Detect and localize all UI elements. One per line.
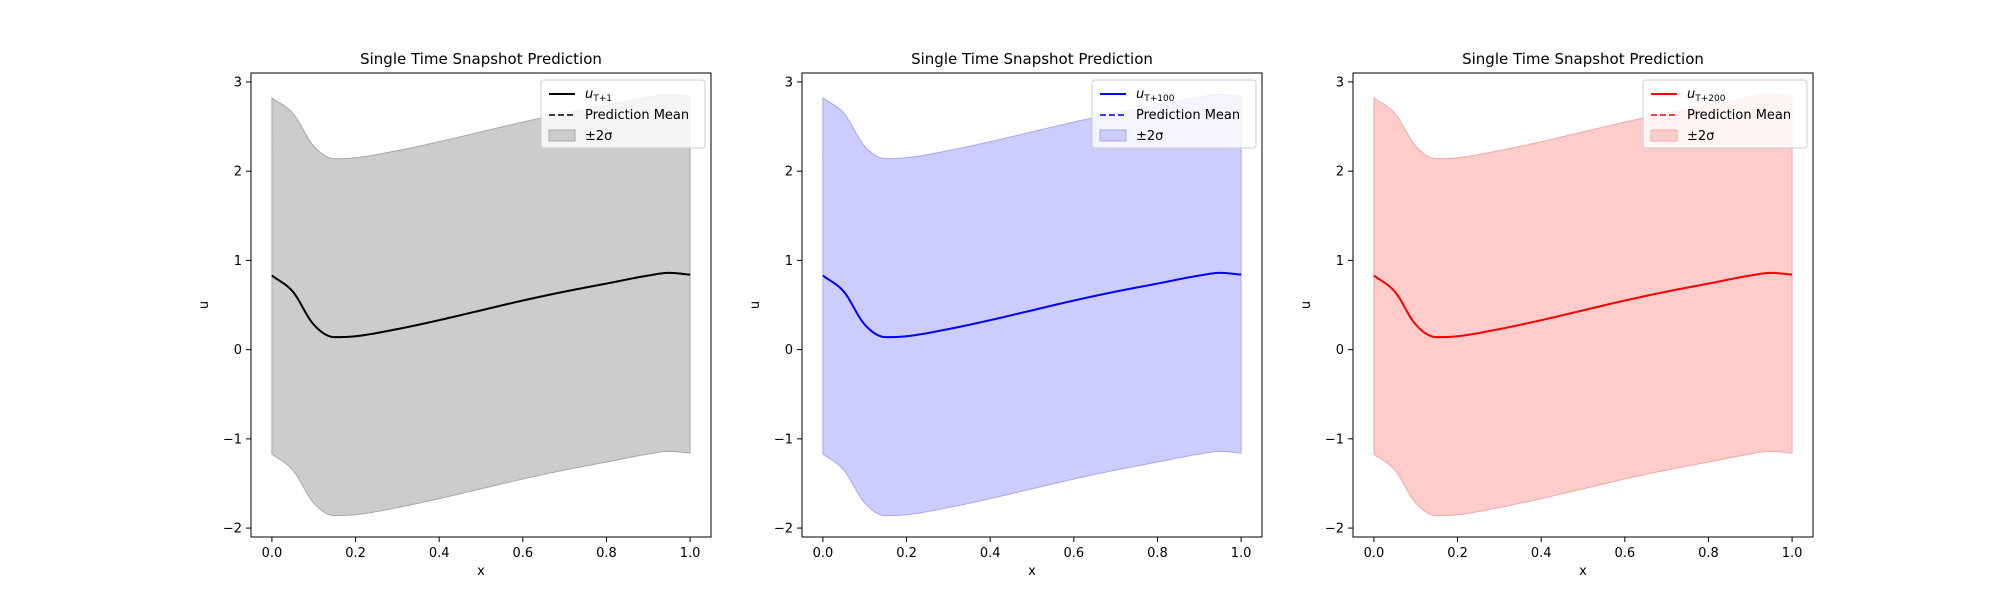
x-axis-label: x	[1579, 564, 1587, 579]
y-tick-label: 1	[234, 254, 242, 269]
x-tick-label: 0.0	[813, 546, 834, 561]
y-tick-label: 2	[1336, 165, 1344, 180]
legend-label-band: ±2σ	[585, 129, 612, 144]
legend-box	[1091, 79, 1257, 149]
y-tick-label: 0	[234, 343, 242, 358]
y-tick-label: 0	[1336, 343, 1344, 358]
legend: uT+100 Prediction Mean ±2σ	[1091, 79, 1257, 149]
uncertainty-band	[271, 93, 691, 517]
y-axis-label: u	[1299, 301, 1314, 309]
legend-label-true: uT+100	[1136, 87, 1175, 104]
x-tick-label: 0.2	[1447, 546, 1468, 561]
y-tick-label: −1	[1325, 432, 1344, 447]
x-tick-label: 0.6	[1063, 546, 1084, 561]
x-tick-label: 1.0	[680, 546, 701, 561]
y-tick-label: 0	[785, 343, 793, 358]
y-tick-label: 3	[234, 75, 242, 90]
axes-frame	[801, 72, 1263, 538]
legend-box	[1642, 79, 1808, 149]
x-tick-label: 1.0	[1231, 546, 1252, 561]
axes-frame	[250, 72, 712, 538]
legend: uT+200 Prediction Mean ±2σ	[1642, 79, 1808, 149]
y-tick-label: −2	[1325, 522, 1344, 537]
y-tick-label: 1	[1336, 254, 1344, 269]
y-tick-label: 1	[785, 254, 793, 269]
legend-band-swatch	[548, 129, 576, 142]
y-tick-label: −2	[223, 522, 242, 537]
x-tick-label: 0.6	[512, 546, 533, 561]
x-tick-label: 0.6	[1614, 546, 1635, 561]
x-tick-label: 0.0	[262, 546, 283, 561]
legend-label-mean: Prediction Mean	[585, 108, 689, 123]
legend-label-true: uT+200	[1687, 87, 1726, 104]
x-tick-label: 0.2	[896, 546, 917, 561]
x-axis-label: x	[477, 564, 485, 579]
legend-label-true: uT+1	[585, 87, 612, 104]
chart-title: Single Time Snapshot Prediction	[911, 50, 1153, 68]
legend-band-swatch	[1099, 129, 1127, 142]
legend-label-mean: Prediction Mean	[1687, 108, 1791, 123]
legend-label-band: ±2σ	[1687, 129, 1714, 144]
prediction-mean-line	[1373, 272, 1793, 338]
legend-label-mean: Prediction Mean	[1136, 108, 1240, 123]
y-tick-label: 2	[234, 165, 242, 180]
y-tick-label: 3	[785, 75, 793, 90]
y-tick-label: −1	[774, 432, 793, 447]
x-tick-label: 0.4	[1531, 546, 1552, 561]
x-axis-label: x	[1028, 564, 1036, 579]
y-axis-label: u	[197, 301, 212, 309]
x-tick-label: 0.8	[596, 546, 617, 561]
y-tick-label: −1	[223, 432, 242, 447]
chart-title: Single Time Snapshot Prediction	[360, 50, 602, 68]
y-axis-label: u	[748, 301, 763, 309]
x-tick-label: 0.8	[1147, 546, 1168, 561]
y-tick-label: 2	[785, 165, 793, 180]
x-tick-label: 0.4	[980, 546, 1001, 561]
legend-band-swatch	[1650, 129, 1678, 142]
chart-panel-3: 0.0 0.2 0.4 0.6 0.8 1.0 −2 −1 0 1 2 3 Single Time Sn…	[1299, 50, 1814, 579]
legend-label-band: ±2σ	[1136, 129, 1163, 144]
x-tick-label: 0.2	[345, 546, 366, 561]
x-tick-label: 0.8	[1698, 546, 1719, 561]
x-tick-label: 1.0	[1782, 546, 1803, 561]
chart-title: Single Time Snapshot Prediction	[1462, 50, 1704, 68]
uncertainty-band	[1373, 93, 1793, 517]
y-tick-label: −2	[774, 522, 793, 537]
prediction-mean-line	[822, 272, 1242, 338]
prediction-mean-line	[271, 272, 691, 338]
legend-box	[540, 79, 706, 149]
axes-frame	[1352, 72, 1814, 538]
chart-panel-1: 0.0 0.2 0.4 0.6 0.8 1.0 −2 −1 0 1 2 3 Single Time Sn…	[197, 50, 712, 579]
x-tick-label: 0.4	[429, 546, 450, 561]
chart-panel-2: 0.0 0.2 0.4 0.6 0.8 1.0 −2 −1 0 1 2 3 Single Time Sn…	[748, 50, 1263, 579]
y-tick-label: 3	[1336, 75, 1344, 90]
uncertainty-band	[822, 93, 1242, 517]
legend: uT+1 Prediction Mean ±2σ	[540, 79, 706, 149]
x-tick-label: 0.0	[1364, 546, 1385, 561]
